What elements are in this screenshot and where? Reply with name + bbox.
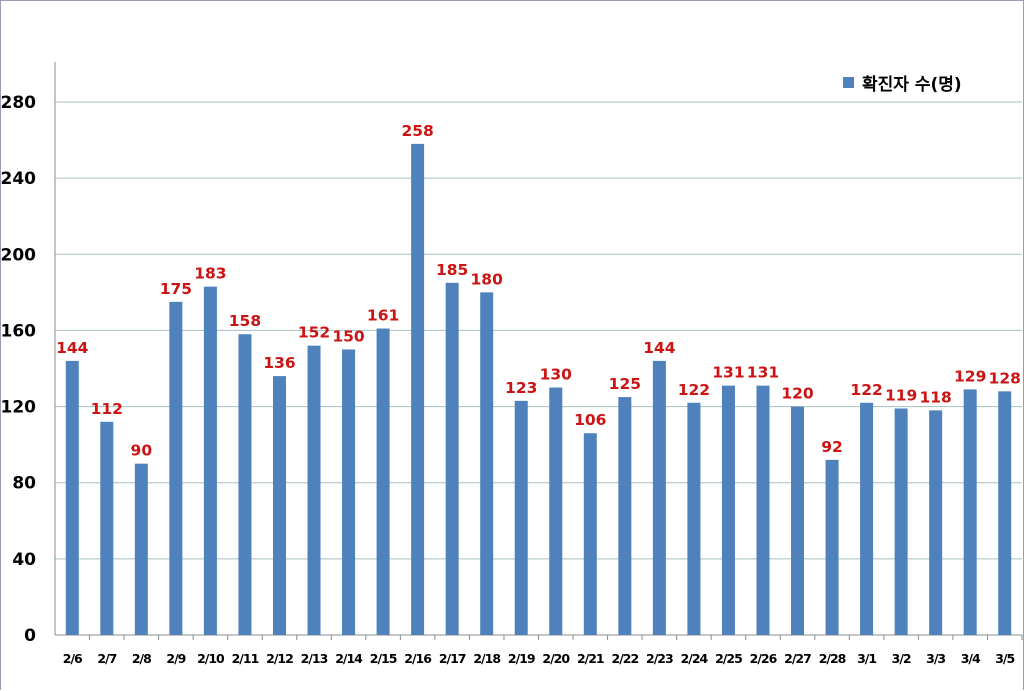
data-label: 122	[850, 381, 882, 399]
data-label: 123	[505, 379, 537, 397]
x-tick-label: 2/27	[784, 651, 811, 666]
bar	[860, 402, 874, 635]
bar	[583, 433, 597, 635]
data-label: 118	[919, 388, 951, 406]
data-label: 120	[781, 385, 814, 403]
data-label: 258	[401, 122, 433, 140]
x-tick-label: 3/2	[892, 651, 911, 666]
bar	[342, 349, 356, 635]
legend-label: 확진자 수(명)	[862, 74, 962, 95]
bar	[169, 301, 183, 635]
bar	[514, 400, 528, 635]
x-tick-label: 2/6	[63, 651, 83, 666]
y-tick-label: 200	[1, 245, 37, 265]
data-label: 122	[678, 381, 710, 399]
bar	[65, 360, 79, 635]
x-tick-label: 3/5	[995, 651, 1014, 666]
y-tick-label: 120	[1, 398, 37, 418]
data-label: 128	[989, 369, 1021, 387]
x-tick-label: 3/4	[961, 651, 981, 666]
x-tick-label: 3/1	[857, 651, 876, 666]
data-label: 106	[574, 411, 606, 429]
x-tick-label: 2/11	[232, 651, 259, 666]
x-tick-label: 2/12	[266, 651, 293, 666]
y-tick-label: 160	[1, 321, 37, 341]
y-tick-label: 80	[12, 474, 36, 494]
bar	[307, 345, 321, 635]
bar	[825, 459, 839, 635]
x-tick-label: 2/10	[197, 651, 225, 666]
x-tick-label: 2/18	[473, 651, 500, 666]
bar	[756, 385, 770, 635]
data-label: 130	[540, 366, 573, 384]
y-tick-label: 40	[12, 550, 36, 570]
x-tick-label: 2/9	[166, 651, 185, 666]
legend-swatch	[843, 76, 854, 88]
bar	[894, 408, 908, 635]
data-label: 136	[263, 354, 295, 372]
x-tick-label: 2/21	[577, 651, 604, 666]
y-tick-label: 240	[1, 169, 37, 189]
data-label: 152	[298, 324, 330, 342]
x-tick-label: 2/8	[132, 651, 151, 666]
data-label: 131	[747, 364, 779, 382]
bar	[549, 387, 563, 635]
y-tick-label: 0	[24, 626, 36, 646]
y-tick-label: 280	[1, 93, 37, 113]
data-label: 175	[160, 280, 192, 298]
bar	[376, 328, 390, 635]
x-tick-label: 2/20	[542, 651, 570, 666]
data-label: 119	[885, 386, 917, 404]
bar	[445, 282, 459, 635]
data-label: 131	[712, 364, 744, 382]
bar	[721, 385, 735, 635]
x-tick-label: 2/19	[508, 651, 535, 666]
x-tick-label: 2/7	[97, 651, 116, 666]
bar	[134, 463, 148, 635]
bar	[963, 389, 977, 635]
data-label: 158	[229, 312, 261, 330]
data-label: 183	[194, 265, 226, 283]
x-tick-label: 2/28	[819, 651, 846, 666]
x-tick-label: 3/3	[926, 651, 945, 666]
x-tick-label: 2/23	[646, 651, 673, 666]
bar	[929, 410, 943, 635]
x-tick-label: 2/17	[439, 651, 466, 666]
x-tick-label: 2/16	[404, 651, 432, 666]
bar	[238, 334, 252, 635]
x-tick-label: 2/22	[612, 651, 639, 666]
data-label: 92	[821, 438, 843, 456]
x-tick-label: 2/26	[750, 651, 778, 666]
data-label: 129	[954, 367, 986, 385]
bar	[480, 292, 494, 635]
data-label: 90	[131, 442, 153, 460]
data-label: 161	[367, 307, 399, 325]
data-label: 112	[91, 400, 123, 418]
bar	[411, 143, 425, 635]
data-label: 150	[332, 327, 365, 345]
bar	[272, 376, 286, 635]
bar	[998, 391, 1012, 635]
bar	[652, 360, 666, 635]
bar	[203, 286, 217, 635]
data-label: 125	[609, 375, 641, 393]
data-label: 180	[471, 270, 504, 288]
data-label: 185	[436, 261, 468, 279]
x-tick-label: 2/24	[681, 651, 709, 666]
bar	[618, 397, 632, 635]
x-tick-label: 2/15	[370, 651, 397, 666]
x-tick-label: 2/13	[301, 651, 328, 666]
x-tick-label: 2/25	[715, 651, 742, 666]
bar	[791, 406, 805, 635]
data-label: 144	[56, 339, 89, 357]
bar	[100, 421, 114, 635]
legend: 확진자 수(명)	[843, 70, 962, 95]
data-label: 144	[643, 339, 676, 357]
bar	[687, 402, 701, 635]
x-tick-label: 2/14	[335, 651, 363, 666]
